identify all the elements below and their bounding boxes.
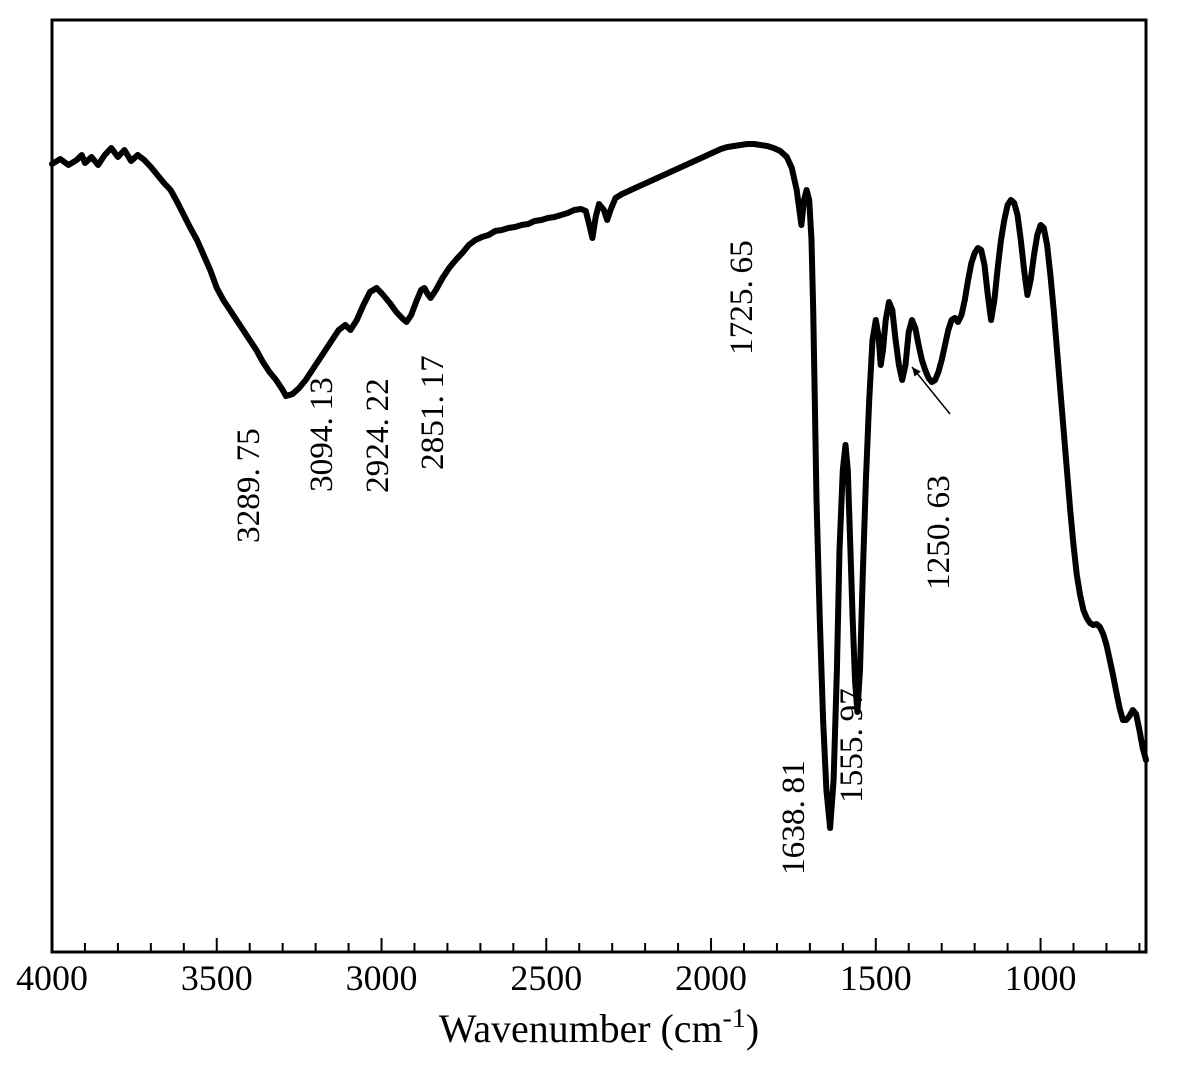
peak-label: 1638. 81 xyxy=(775,760,812,875)
xtick-label: 1500 xyxy=(840,958,912,998)
peak-label: 1725. 65 xyxy=(723,240,760,355)
peak-label: 2851. 17 xyxy=(414,355,451,470)
peak-label: 1250. 63 xyxy=(920,475,957,590)
xtick-label: 2000 xyxy=(675,958,747,998)
xtick-label: 4000 xyxy=(16,958,88,998)
ftir-spectrum-chart: 4000 3500 3000 2500 2000 1500 1000 Wavenumber (… xyxy=(0,0,1178,1069)
peak-label: 3094. 13 xyxy=(303,377,340,492)
xtick-label: 3000 xyxy=(346,958,418,998)
peak-label: 2924. 22 xyxy=(359,378,396,493)
x-axis-label: Wavenumber (cm-1) xyxy=(439,1003,759,1052)
xtick-label: 2500 xyxy=(510,958,582,998)
xtick-label: 3500 xyxy=(181,958,253,998)
chart-svg: 4000 3500 3000 2500 2000 1500 1000 Wavenumber (… xyxy=(0,0,1178,1069)
xtick-label: 1000 xyxy=(1005,958,1077,998)
peak-label: 3289. 75 xyxy=(230,428,267,543)
peak-label: 1555. 97 xyxy=(833,688,870,803)
